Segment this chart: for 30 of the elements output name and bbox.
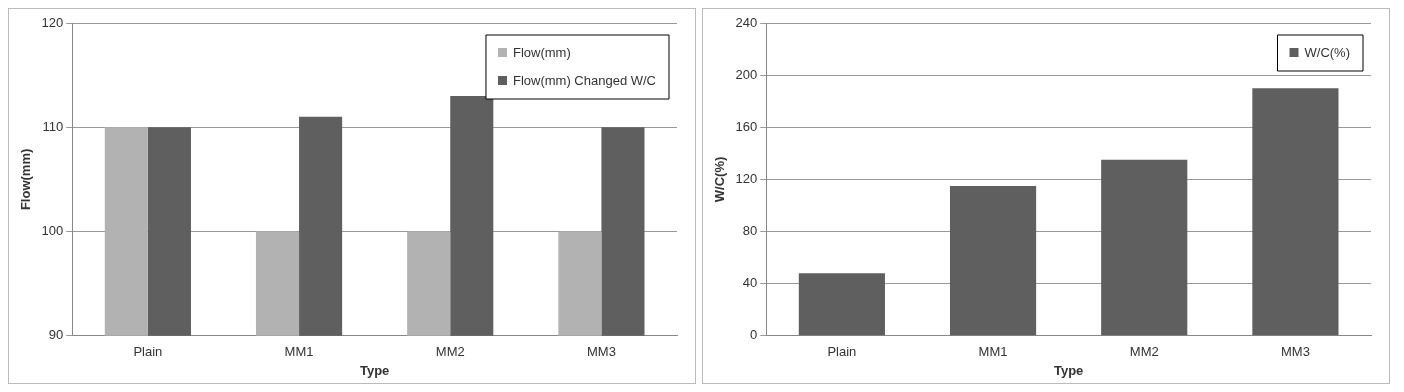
x-tick-label: MM1	[978, 344, 1008, 360]
x-tick-label: MM3	[1280, 344, 1310, 360]
x-tick-label: Plain	[827, 344, 857, 360]
x-tick-label: MM2	[435, 344, 465, 360]
bar	[1101, 159, 1188, 336]
y-tick-label: 40	[742, 275, 758, 291]
x-tick-label: MM1	[284, 344, 314, 360]
y-axis-title: Flow(mm)	[18, 148, 34, 211]
x-tick-label: MM3	[586, 344, 616, 360]
y-tick-label: 120	[41, 14, 64, 30]
y-tick-label: 240	[735, 14, 758, 30]
y-tick-label: 90	[48, 327, 64, 343]
y-tick-label: 160	[735, 118, 758, 134]
x-tick-label: Plain	[133, 344, 163, 360]
legend-label: Flow(mm)	[512, 44, 571, 60]
x-axis-title: Type	[1053, 362, 1084, 378]
y-tick-label: 100	[41, 223, 64, 239]
y-tick-label: 200	[735, 66, 758, 82]
y-tick-label: 120	[735, 170, 758, 186]
bar	[949, 185, 1037, 336]
y-axis-title: W/C(%)	[712, 156, 728, 203]
legend-label: Flow(mm) Changed W/C	[512, 72, 657, 88]
y-tick-label: 80	[742, 223, 758, 239]
legend-label: W/C(%)	[1304, 44, 1351, 60]
x-axis-title: Type	[359, 362, 390, 378]
bar	[798, 273, 885, 336]
y-tick-label: 0	[750, 327, 758, 343]
y-tick-label: 110	[42, 118, 64, 134]
x-tick-label: MM2	[1129, 344, 1159, 360]
bar	[1252, 88, 1339, 336]
